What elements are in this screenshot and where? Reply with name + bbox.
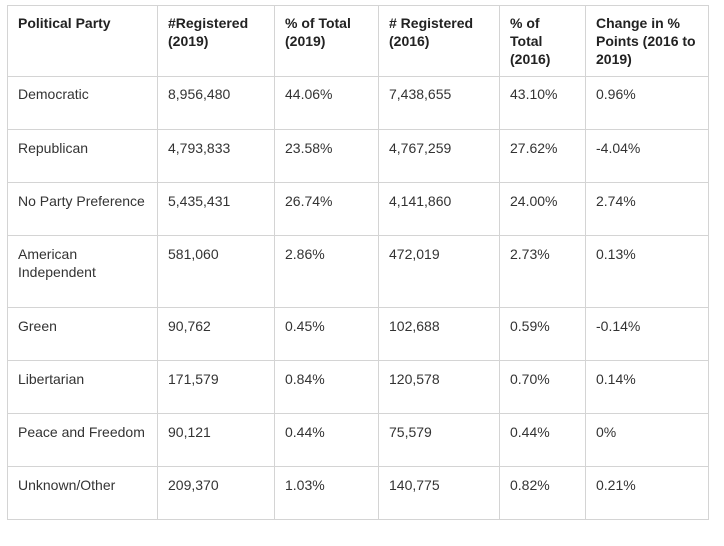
cell-percent-2019: 0.84%: [274, 360, 379, 414]
cell-party: No Party Preference: [7, 182, 158, 236]
cell-percent-2019: 0.45%: [274, 307, 379, 361]
cell-percent-2016: 43.10%: [499, 76, 586, 130]
cell-percent-2016: 27.62%: [499, 129, 586, 183]
header-registered-2016: # Registered (2016): [378, 5, 500, 77]
cell-registered-2019: 90,762: [157, 307, 275, 361]
cell-percent-2019: 1.03%: [274, 466, 379, 520]
cell-party: Green: [7, 307, 158, 361]
table-row: American Independent 581,060 2.86% 472,0…: [7, 235, 709, 308]
header-percent-total-2016: % of Total (2016): [499, 5, 586, 77]
cell-registered-2016: 7,438,655: [378, 76, 500, 130]
table-row: Libertarian 171,579 0.84% 120,578 0.70% …: [7, 360, 709, 414]
cell-change: -4.04%: [585, 129, 709, 183]
cell-party: American Independent: [7, 235, 158, 308]
cell-percent-2016: 0.82%: [499, 466, 586, 520]
cell-registered-2019: 90,121: [157, 413, 275, 467]
table-row: Peace and Freedom 90,121 0.44% 75,579 0.…: [7, 413, 709, 467]
cell-percent-2019: 23.58%: [274, 129, 379, 183]
header-row: Political Party #Registered (2019) % of …: [7, 5, 709, 77]
cell-registered-2019: 4,793,833: [157, 129, 275, 183]
cell-change: 2.74%: [585, 182, 709, 236]
cell-percent-2019: 2.86%: [274, 235, 379, 308]
header-change-points: Change in % Points (2016 to 2019): [585, 5, 709, 77]
cell-percent-2016: 0.59%: [499, 307, 586, 361]
header-registered-2019: #Registered (2019): [157, 5, 275, 77]
cell-registered-2019: 5,435,431: [157, 182, 275, 236]
cell-percent-2016: 24.00%: [499, 182, 586, 236]
cell-change: 0.21%: [585, 466, 709, 520]
table-row: Green 90,762 0.45% 102,688 0.59% -0.14%: [7, 307, 709, 361]
cell-registered-2016: 4,767,259: [378, 129, 500, 183]
cell-change: 0.13%: [585, 235, 709, 308]
cell-percent-2016: 0.44%: [499, 413, 586, 467]
cell-change: 0.96%: [585, 76, 709, 130]
cell-party: Libertarian: [7, 360, 158, 414]
table-row: Democratic 8,956,480 44.06% 7,438,655 43…: [7, 76, 709, 130]
cell-registered-2019: 209,370: [157, 466, 275, 520]
cell-percent-2019: 44.06%: [274, 76, 379, 130]
registration-table: Political Party #Registered (2019) % of …: [7, 5, 709, 520]
header-political-party: Political Party: [7, 5, 158, 77]
cell-registered-2016: 75,579: [378, 413, 500, 467]
cell-party: Unknown/Other: [7, 466, 158, 520]
cell-change: 0.14%: [585, 360, 709, 414]
cell-percent-2019: 26.74%: [274, 182, 379, 236]
cell-change: 0%: [585, 413, 709, 467]
cell-registered-2019: 8,956,480: [157, 76, 275, 130]
cell-change: -0.14%: [585, 307, 709, 361]
cell-registered-2016: 472,019: [378, 235, 500, 308]
cell-party: Republican: [7, 129, 158, 183]
cell-percent-2016: 2.73%: [499, 235, 586, 308]
cell-registered-2016: 4,141,860: [378, 182, 500, 236]
cell-party: Democratic: [7, 76, 158, 130]
cell-registered-2019: 171,579: [157, 360, 275, 414]
cell-registered-2016: 140,775: [378, 466, 500, 520]
table-row: Unknown/Other 209,370 1.03% 140,775 0.82…: [7, 466, 709, 520]
cell-party: Peace and Freedom: [7, 413, 158, 467]
table-row: No Party Preference 5,435,431 26.74% 4,1…: [7, 182, 709, 236]
cell-percent-2019: 0.44%: [274, 413, 379, 467]
cell-registered-2019: 581,060: [157, 235, 275, 308]
cell-registered-2016: 102,688: [378, 307, 500, 361]
cell-percent-2016: 0.70%: [499, 360, 586, 414]
header-percent-total-2019: % of Total (2019): [274, 5, 379, 77]
table-row: Republican 4,793,833 23.58% 4,767,259 27…: [7, 129, 709, 183]
cell-registered-2016: 120,578: [378, 360, 500, 414]
